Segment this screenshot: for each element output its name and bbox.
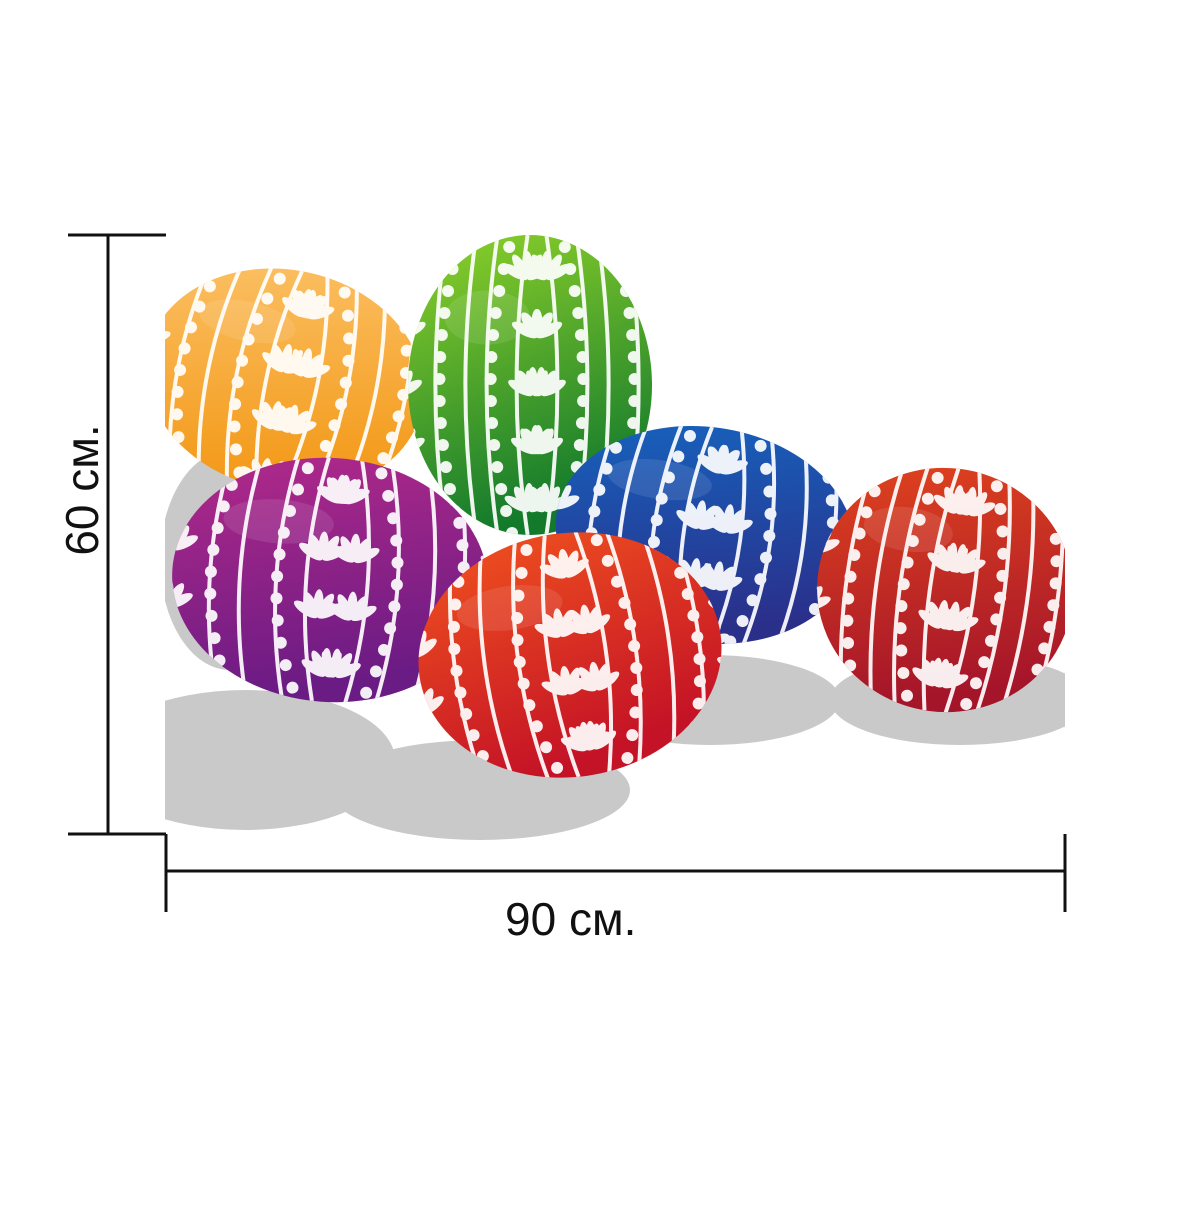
height-dimension-label: 60 см. <box>56 424 108 556</box>
dimension-lines <box>68 233 1067 912</box>
width-dimension-label: 90 см. <box>505 893 637 945</box>
egg-darkred <box>801 456 1065 726</box>
egg-group <box>165 235 1065 791</box>
